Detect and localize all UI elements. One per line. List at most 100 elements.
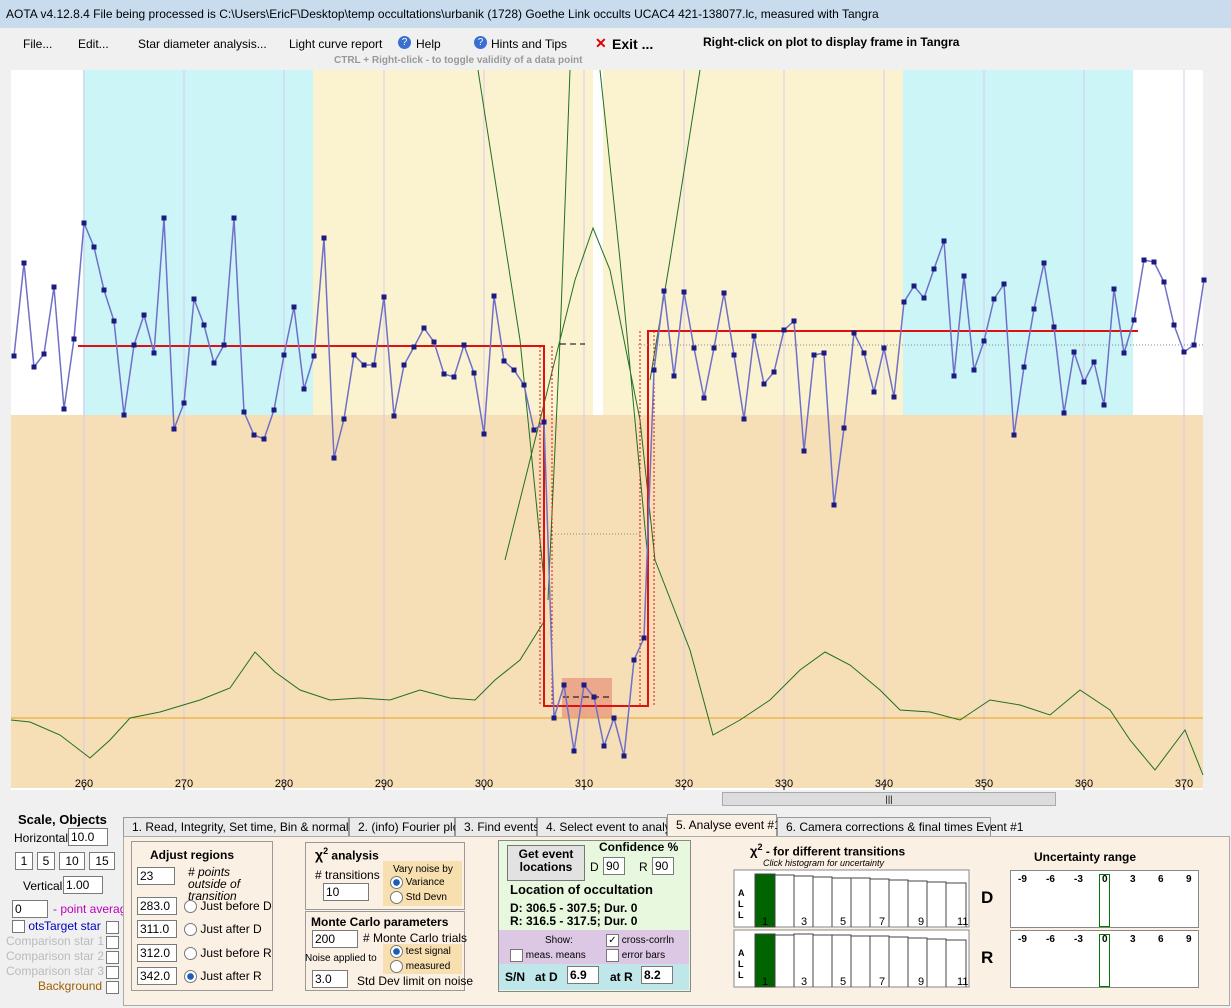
menu-item[interactable]: Star diameter analysis...: [138, 37, 267, 51]
tab[interactable]: 5. Analyse event #1: [667, 814, 781, 836]
histogram-label: 7: [879, 916, 886, 928]
checkbox[interactable]: [106, 950, 119, 965]
radio[interactable]: Just before D: [184, 899, 272, 914]
label: D: 306.5 - 307.5; Dur. 0: [510, 901, 638, 915]
uncertainty-label: 6: [1158, 934, 1164, 945]
x-tick-label: 350: [975, 778, 993, 790]
label: Comparison star 2: [6, 949, 105, 963]
menu-item[interactable]: Exit ...: [612, 36, 654, 52]
data-point: [201, 322, 207, 328]
radio[interactable]: Just after R: [184, 969, 262, 984]
input[interactable]: 312.0: [137, 944, 177, 962]
input[interactable]: 311.0: [137, 920, 177, 938]
input[interactable]: 283.0: [137, 897, 177, 915]
dropdown[interactable]: 0: [12, 900, 48, 918]
mean-line: [560, 343, 612, 698]
model-curve: [477, 69, 701, 601]
checkbox[interactable]: [106, 935, 119, 950]
group-title: Monte Carlo parameters: [311, 915, 449, 929]
label: # Monte Carlo trials: [363, 931, 468, 945]
data-point: [381, 294, 387, 300]
menu-item[interactable]: Light curve report: [289, 37, 383, 51]
data-point: [1131, 317, 1137, 323]
radio[interactable]: test signal: [390, 945, 451, 958]
spin-input[interactable]: 90: [603, 857, 625, 875]
scale-button[interactable]: 15: [89, 852, 115, 870]
data-point: [341, 416, 347, 422]
label: Confidence %: [599, 840, 679, 854]
menu-item[interactable]: File...: [23, 37, 53, 51]
data-point: [781, 327, 787, 333]
checkbox[interactable]: [106, 920, 119, 935]
light-curve-plot[interactable]: 260 270 280 290 300 310 320 330 340 350 360 370: [0, 68, 1231, 795]
input[interactable]: 342.0: [137, 967, 177, 985]
spin-input[interactable]: 10.0: [68, 828, 108, 846]
label: Just after R: [200, 969, 262, 983]
data-point: [591, 694, 597, 700]
scale-button[interactable]: 10: [59, 852, 85, 870]
uncertainty-label: -9: [1018, 934, 1027, 945]
data-point: [511, 367, 517, 373]
checkbox[interactable]: ✓ cross-corrln: [606, 934, 674, 947]
button[interactable]: Get event locations: [507, 845, 585, 881]
checkbox[interactable]: [106, 980, 119, 995]
data-point: [1141, 257, 1147, 263]
scrollbar[interactable]: |||: [722, 792, 1056, 806]
spin-input[interactable]: 90: [652, 857, 674, 875]
radio[interactable]: Just before R: [184, 946, 272, 961]
region: [11, 415, 1203, 788]
label: error bars: [621, 950, 666, 962]
tab[interactable]: 2. (info) Fourier plot: [349, 817, 463, 836]
title-bar: AOTA v4.12.8.4 File being processed is C…: [0, 0, 1231, 28]
spin-input[interactable]: 1.00: [63, 876, 103, 894]
label: D: [981, 888, 994, 907]
data-point: [721, 290, 727, 296]
menu-item[interactable]: Edit...: [78, 37, 109, 51]
checkbox[interactable]: error bars: [606, 949, 665, 962]
spin-input[interactable]: 200: [312, 930, 358, 948]
label: ots: [28, 919, 45, 933]
data-point: [581, 682, 587, 688]
menu-item[interactable]: Hints and Tips: [491, 37, 568, 51]
spin-input[interactable]: 10: [323, 883, 369, 901]
spin-input[interactable]: 3.0: [312, 970, 348, 988]
tab[interactable]: 3. Find events: [455, 817, 539, 836]
mean-line: [555, 344, 1203, 535]
uncertainty-label: -3: [1074, 934, 1083, 945]
group-box: [131, 841, 273, 991]
radio[interactable]: Variance: [390, 876, 445, 889]
cross-correlation-curve: [10, 619, 546, 759]
data-point: [1041, 260, 1047, 266]
radio[interactable]: Std Devn: [390, 891, 447, 904]
checkbox[interactable]: meas. means: [510, 949, 586, 962]
radio[interactable]: Just after D: [184, 922, 262, 937]
x-tick-label: 360: [1075, 778, 1093, 790]
data-point: [1051, 324, 1057, 330]
data-point: [111, 318, 117, 324]
tab[interactable]: 1. Read, Integrity, Set time, Bin & norm…: [123, 817, 364, 836]
spin-input[interactable]: 23: [137, 867, 175, 885]
menu-item[interactable]: Help: [416, 37, 441, 51]
tab[interactable]: 6. Camera corrections & final times Even…: [777, 817, 1023, 836]
label: Target star: [44, 919, 101, 933]
data-point: [281, 352, 287, 358]
checkbox[interactable]: ots: [12, 919, 45, 934]
uncertainty-label: 3: [1130, 874, 1136, 885]
label: χ2 - for different transitions: [750, 842, 905, 858]
chi2-histograms[interactable]: [733, 868, 973, 990]
scale-button[interactable]: 1: [15, 852, 33, 870]
checkbox[interactable]: [106, 965, 119, 980]
data-point: [211, 360, 217, 366]
label: Just before D: [200, 899, 272, 913]
data-point: [631, 657, 637, 663]
x-tick-label: 280: [275, 778, 293, 790]
data-point: [981, 338, 987, 344]
output: 6.9: [567, 966, 599, 984]
radio[interactable]: measured: [390, 960, 450, 973]
scale-button[interactable]: 5: [37, 852, 55, 870]
histogram-label: 1: [762, 976, 769, 988]
uncertainty-bar: [1099, 934, 1110, 987]
data-point: [441, 371, 447, 377]
data-point: [1061, 410, 1067, 416]
tab[interactable]: 4. Select event to analyse: [537, 817, 683, 836]
